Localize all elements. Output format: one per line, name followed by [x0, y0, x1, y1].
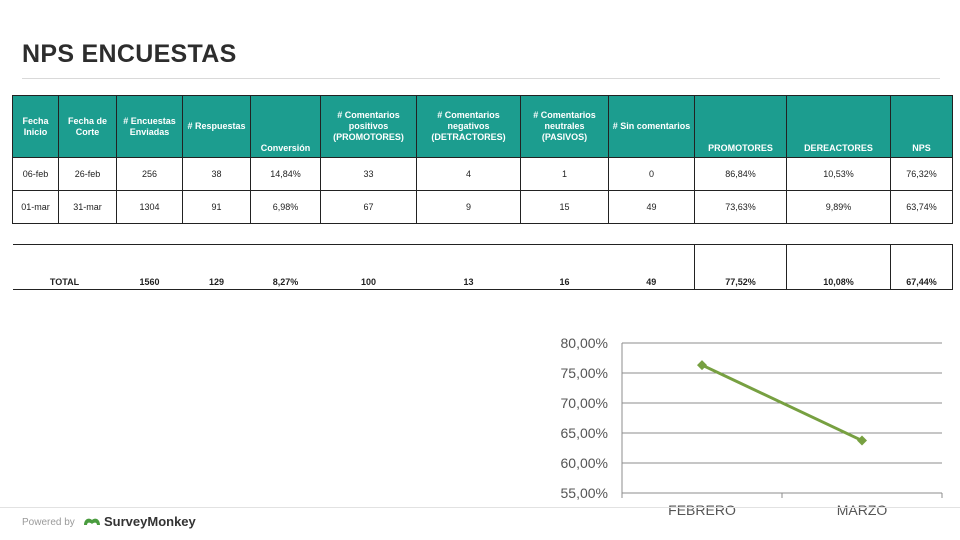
- table-cell: 01-mar: [12, 190, 59, 224]
- table-cell: 10,53%: [786, 157, 891, 191]
- x-tick-label: MARZO: [837, 502, 888, 518]
- table-cell: 86,84%: [694, 157, 787, 191]
- total-cell: 129: [182, 244, 251, 290]
- table-cell: 6,98%: [250, 190, 321, 224]
- title-divider: [22, 78, 940, 79]
- header-promotores: PROMOTORES: [694, 95, 787, 158]
- table-cell: 49: [608, 190, 695, 224]
- table-cell: 1304: [116, 190, 183, 224]
- total-cell: 10,08%: [786, 244, 891, 290]
- header-fecha-inicio: Fecha Inicio: [12, 95, 59, 158]
- page-title: NPS ENCUESTAS: [22, 40, 237, 68]
- header-comentarios-negativos: # Comentarios negativos (DETRACTORES): [416, 95, 521, 158]
- header-comentarios-neutrales: # Comentarios neutrales (PASIVOS): [520, 95, 609, 158]
- table-cell: 26-feb: [58, 157, 117, 191]
- header-dereactores: DEREACTORES: [786, 95, 891, 158]
- footer-divider: [0, 507, 960, 508]
- header-comentarios-positivos: # Comentarios positivos (PROMOTORES): [320, 95, 417, 158]
- table-row: 01-mar 31-mar 1304 91 6,98% 67 9 15 49 7…: [12, 190, 953, 224]
- total-cell: 49: [608, 244, 695, 290]
- brand-name: SurveyMonkey: [104, 514, 196, 529]
- table-cell: 06-feb: [12, 157, 59, 191]
- total-cell: 1560: [116, 244, 183, 290]
- nps-line-chart: 55,00% 60,00% 65,00% 70,00% 75,00% 80,00% FEBR…: [561, 335, 943, 518]
- total-cell: 16: [520, 244, 609, 290]
- total-cell: 8,27%: [250, 244, 321, 290]
- header-sin-comentarios: # Sin comentarios: [608, 95, 695, 158]
- y-tick-label: 60,00%: [561, 455, 608, 471]
- header-fecha-corte: Fecha de Corte: [58, 95, 117, 158]
- table-header-row: Fecha Inicio Fecha de Corte # Encuestas …: [12, 95, 953, 158]
- table-spacer: [13, 224, 953, 245]
- table-cell: 4: [416, 157, 521, 191]
- table-cell: 31-mar: [58, 190, 117, 224]
- table-cell: 9: [416, 190, 521, 224]
- total-cell: 67,44%: [890, 244, 953, 290]
- table-cell: 76,32%: [890, 157, 953, 191]
- table-cell: 38: [182, 157, 251, 191]
- powered-by-label: Powered by: [22, 517, 75, 528]
- header-nps: NPS: [890, 95, 953, 158]
- data-point: [857, 435, 867, 446]
- header-encuestas-enviadas: # Encuestas Enviadas: [116, 95, 183, 158]
- table-cell: 67: [320, 190, 417, 224]
- table-cell: 33: [320, 157, 417, 191]
- table-cell: 15: [520, 190, 609, 224]
- table-spacer-row: [13, 224, 953, 245]
- table-cell: 91: [182, 190, 251, 224]
- header-respuestas: # Respuestas: [182, 95, 251, 158]
- table-cell: 256: [116, 157, 183, 191]
- total-cell: 13: [416, 244, 521, 290]
- table-cell: 1: [520, 157, 609, 191]
- table-cell: 14,84%: [250, 157, 321, 191]
- y-tick-label: 70,00%: [561, 395, 608, 411]
- table-cell: 9,89%: [786, 190, 891, 224]
- data-point: [697, 360, 707, 371]
- series-line: [701, 363, 863, 442]
- total-label: TOTAL: [12, 244, 117, 290]
- table-cell: 63,74%: [890, 190, 953, 224]
- total-cell: 77,52%: [694, 244, 787, 290]
- y-tick-label: 75,00%: [561, 365, 608, 381]
- x-tick-label: FEBRERO: [668, 502, 736, 518]
- y-tick-label: 80,00%: [561, 335, 608, 351]
- y-tick-label: 65,00%: [561, 425, 608, 441]
- table-cell: 73,63%: [694, 190, 787, 224]
- nps-table: Fecha Inicio Fecha de Corte # Encuestas …: [12, 95, 953, 290]
- table-row: 06-feb 26-feb 256 38 14,84% 33 4 1 0 86,…: [12, 157, 953, 191]
- header-conversion: Conversión: [250, 95, 321, 158]
- table-cell: 0: [608, 157, 695, 191]
- table-total-row: TOTAL 1560 129 8,27% 100 13 16 49 77,52%…: [12, 244, 953, 290]
- y-tick-label: 55,00%: [561, 485, 608, 501]
- total-cell: 100: [320, 244, 417, 290]
- surveymonkey-logo-icon: [84, 518, 100, 525]
